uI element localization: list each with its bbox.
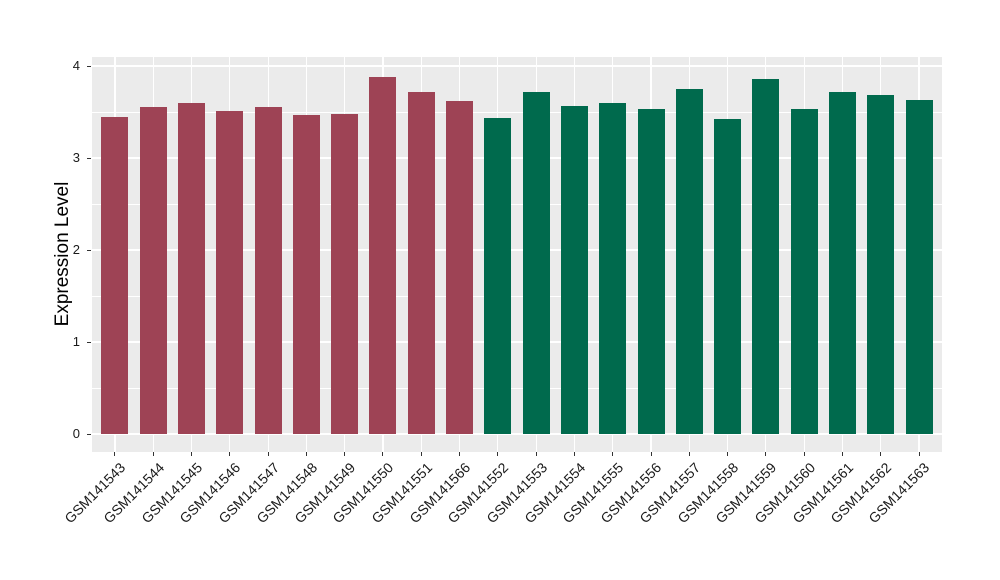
bar (867, 95, 895, 434)
x-tick-mark (918, 452, 920, 456)
x-tick-mark (573, 452, 575, 456)
bar (216, 111, 244, 434)
minor-gridline-h (92, 387, 942, 389)
bar (178, 102, 206, 434)
y-tick-label: 2 (72, 242, 80, 257)
y-tick-mark (87, 249, 91, 251)
x-tick-mark (229, 452, 231, 456)
bar (752, 78, 780, 434)
major-gridline-h (92, 65, 942, 67)
bar (484, 118, 512, 434)
minor-gridline-h (92, 111, 942, 113)
x-tick-mark (497, 452, 499, 456)
x-tick-mark (382, 452, 384, 456)
bar (522, 91, 550, 434)
bar (637, 109, 665, 434)
bar (369, 77, 397, 434)
y-tick-mark (87, 341, 91, 343)
x-tick-mark (727, 452, 729, 456)
x-tick-mark (535, 452, 537, 456)
bar (254, 107, 282, 434)
x-tick-mark (459, 452, 461, 456)
plot-panel (92, 57, 942, 452)
bar (905, 100, 933, 434)
x-tick-mark (191, 452, 193, 456)
x-tick-mark (688, 452, 690, 456)
y-tick-mark (87, 157, 91, 159)
minor-gridline-h (92, 203, 942, 205)
x-tick-mark (841, 452, 843, 456)
bar (599, 102, 627, 434)
bar (331, 113, 359, 434)
bar (292, 114, 320, 434)
major-gridline-h (92, 433, 942, 435)
x-tick-mark (420, 452, 422, 456)
x-tick-mark (650, 452, 652, 456)
major-gridline-h (92, 249, 942, 251)
y-tick-mark (87, 433, 91, 435)
bar (828, 91, 856, 434)
x-tick-mark (114, 452, 116, 456)
bar (139, 107, 167, 434)
y-tick-label: 1 (72, 334, 80, 349)
bar (101, 116, 129, 434)
bar (560, 106, 588, 434)
bar (446, 100, 474, 434)
bar (407, 91, 435, 434)
x-tick-mark (344, 452, 346, 456)
y-tick-label: 3 (72, 150, 80, 165)
major-gridline-h (92, 157, 942, 159)
x-tick-mark (267, 452, 269, 456)
y-tick-label: 4 (72, 58, 80, 73)
x-tick-mark (305, 452, 307, 456)
x-tick-mark (803, 452, 805, 456)
x-tick-mark (612, 452, 614, 456)
bar (675, 89, 703, 434)
x-tick-mark (765, 452, 767, 456)
x-tick-mark (880, 452, 882, 456)
y-tick-label: 0 (72, 426, 80, 441)
major-gridline-h (92, 341, 942, 343)
minor-gridline-h (92, 295, 942, 297)
bar (790, 109, 818, 434)
x-tick-mark (152, 452, 154, 456)
y-tick-mark (87, 65, 91, 67)
bar (714, 119, 742, 434)
